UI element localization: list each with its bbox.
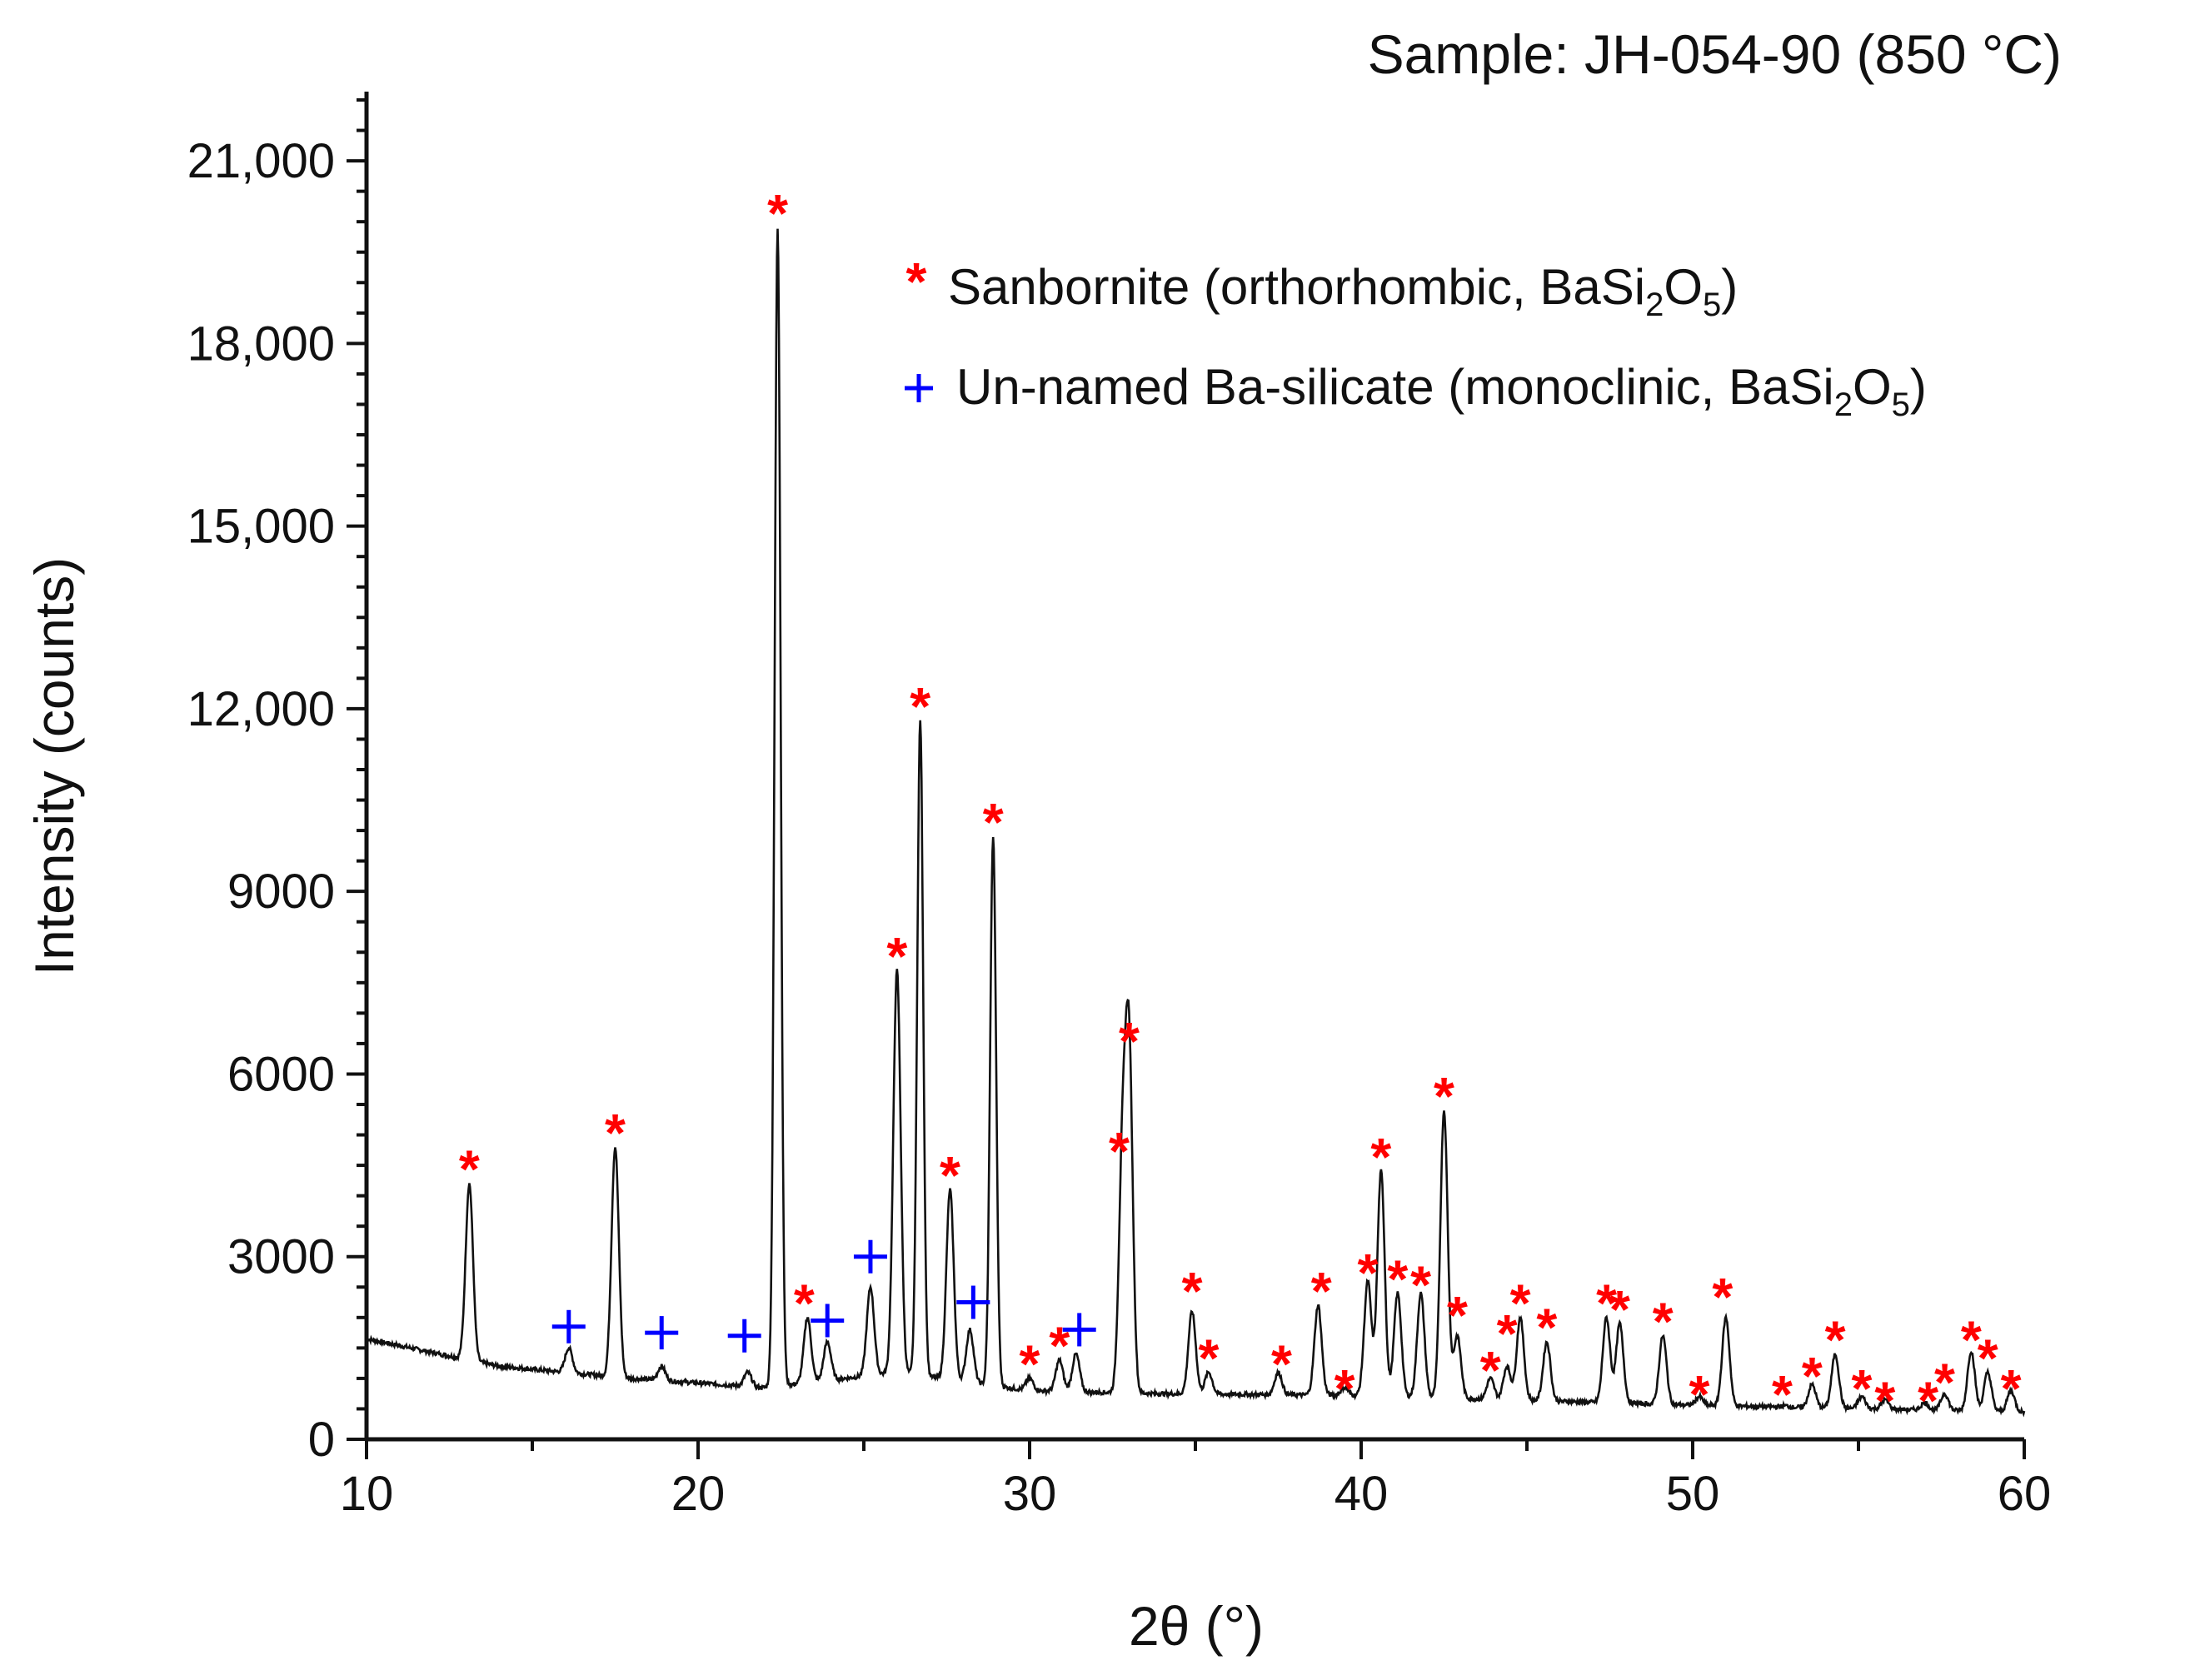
x-tick-label: 50 — [1666, 1467, 1720, 1521]
marker-layer: ********* ***** ****** ****** * ** **** *** * ***… — [459, 183, 2022, 1430]
unnamed-marker — [727, 1319, 761, 1353]
sanbornite-marker: * — [1049, 1316, 1070, 1376]
x-tick-label: 60 — [1998, 1467, 2052, 1521]
sanbornite-marker: * — [1961, 1309, 1982, 1369]
y-tick-label: 12,000 — [187, 682, 335, 736]
y-tick-label: 9000 — [227, 865, 335, 919]
x-axis-title: 2θ (°) — [1129, 1595, 1264, 1657]
sanbornite-marker: * — [1874, 1370, 1895, 1430]
legend-sanbornite-label: Sanbornite (orthorhombic, BaSi2O5) — [948, 259, 1738, 323]
unnamed-marker — [811, 1304, 845, 1338]
unnamed-marker — [1062, 1313, 1096, 1347]
sanbornite-marker: * — [1434, 1066, 1454, 1126]
sanbornite-marker: * — [1825, 1309, 1846, 1369]
sanbornite-marker: * — [1311, 1261, 1332, 1321]
sanbornite-marker: * — [1370, 1127, 1391, 1187]
xrd-pattern-line — [366, 228, 2026, 1418]
sanbornite-marker: * — [1387, 1249, 1408, 1309]
sanbornite-marker: * — [940, 1145, 960, 1205]
y-tick-label: 6000 — [227, 1047, 335, 1101]
sanbornite-marker: * — [983, 792, 1004, 852]
legend-sanbornite-symbol: * — [906, 252, 927, 312]
sanbornite-marker: * — [1020, 1334, 1040, 1394]
sanbornite-marker: * — [1497, 1304, 1518, 1363]
sanbornite-marker: * — [886, 926, 907, 986]
sanbornite-marker: * — [1712, 1267, 1733, 1327]
sanbornite-marker: * — [1918, 1370, 1938, 1430]
sanbornite-marker: * — [1480, 1340, 1501, 1400]
chart-title: Sample: JH-054-90 (850 °C) — [1368, 23, 2062, 85]
sanbornite-marker: * — [1852, 1358, 1873, 1418]
y-tick-label: 21,000 — [187, 134, 335, 188]
sanbornite-marker: * — [1334, 1358, 1355, 1418]
legend: * Sanbornite (orthorhombic, BaSi2O5) Un-… — [905, 252, 1927, 423]
sanbornite-marker: * — [1689, 1364, 1710, 1424]
legend-unnamed-symbol — [905, 374, 933, 402]
sanbornite-marker: * — [1109, 1121, 1130, 1181]
sanbornite-marker: * — [1772, 1364, 1793, 1424]
y-axis-title: Intensity (counts) — [23, 557, 85, 976]
sanbornite-marker: * — [794, 1274, 815, 1334]
sanbornite-marker: * — [1410, 1255, 1431, 1315]
legend-unnamed-label: Un-named Ba-silicate (monoclinic, BaSi2O… — [956, 359, 1927, 423]
sanbornite-marker: * — [459, 1139, 480, 1199]
sanbornite-marker: * — [1934, 1353, 1955, 1413]
unnamed-marker — [853, 1239, 887, 1274]
y-tick-label: 0 — [308, 1413, 335, 1467]
axis-layer: 10 20 30 40 50 60 0 3000 6000 9000 12,000 15,000 18,… — [187, 92, 2052, 1521]
y-tick-label: 15,000 — [187, 500, 335, 554]
y-tick-label: 18,000 — [187, 317, 335, 371]
sanbornite-marker: * — [1358, 1243, 1379, 1303]
x-tick-label: 20 — [671, 1467, 726, 1521]
sanbornite-marker: * — [1510, 1274, 1531, 1334]
unnamed-marker — [956, 1285, 990, 1319]
sanbornite-marker: * — [1198, 1328, 1219, 1388]
sanbornite-marker: * — [1802, 1346, 1823, 1406]
sanbornite-marker: * — [1596, 1274, 1617, 1334]
unnamed-marker — [645, 1316, 679, 1350]
sanbornite-marker: * — [1182, 1261, 1203, 1321]
sanbornite-marker: * — [1536, 1298, 1557, 1358]
sanbornite-marker: * — [1978, 1328, 1998, 1388]
y-tick-label: 3000 — [227, 1230, 335, 1284]
x-tick-label: 30 — [1003, 1467, 1057, 1521]
unnamed-marker — [551, 1309, 586, 1344]
sanbornite-marker: * — [2001, 1358, 2022, 1418]
sanbornite-marker: * — [1119, 1011, 1140, 1071]
sanbornite-marker: * — [1653, 1291, 1674, 1351]
x-tick-label: 10 — [340, 1467, 394, 1521]
x-tick-label: 40 — [1334, 1467, 1389, 1521]
sanbornite-marker: * — [605, 1103, 626, 1163]
sanbornite-marker: * — [767, 183, 788, 243]
sanbornite-marker: * — [910, 676, 930, 736]
pattern-layer — [366, 228, 2026, 1418]
sanbornite-marker: * — [1609, 1279, 1630, 1339]
sanbornite-marker: * — [1447, 1285, 1468, 1345]
sanbornite-marker: * — [1271, 1334, 1292, 1394]
